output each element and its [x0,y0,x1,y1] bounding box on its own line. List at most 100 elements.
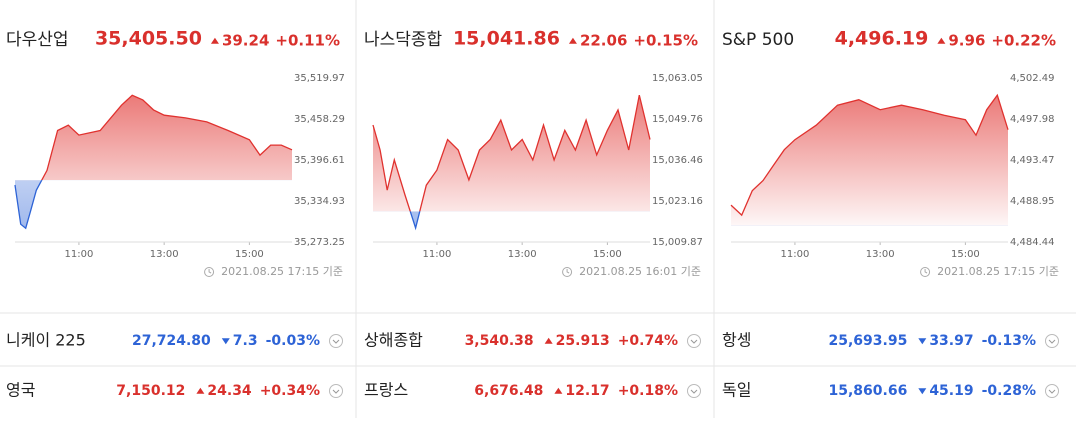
change: 22.06 [580,32,627,50]
change-percent: +0.15% [633,32,698,50]
y-tick-label: 35,396.61 [294,155,345,166]
y-tick-label: 35,519.97 [294,73,345,84]
expand-button[interactable] [687,334,701,348]
price-line [372,94,651,212]
expand-button[interactable] [1045,334,1059,348]
change-percent: -0.28% [982,383,1036,399]
x-tick-label: 13:00 [866,249,895,260]
market-price: 7,150.12 [116,383,185,399]
index-name: 나스닥종합 [364,30,443,50]
change-percent: +0.11% [275,32,340,50]
chevron [332,389,340,394]
area-down [410,211,420,228]
clock-icon [562,267,573,277]
change: 39.24 [222,32,269,50]
x-tick-label: 11:00 [65,249,94,260]
market-name: 영국 [6,381,35,400]
direction-arrow [196,387,205,394]
x-tick-label: 13:00 [508,249,537,260]
timestamp: 2021.08.25 16:01 기준 [579,265,701,278]
direction-arrow [554,387,563,394]
market-price: 3,540.38 [465,333,534,349]
chevron [690,339,698,344]
change: 7.3 [233,333,258,349]
market-price: 6,676.48 [474,383,543,399]
price-line-below [409,211,421,231]
price-line-below [14,180,43,230]
direction-arrow [568,37,577,44]
expand-button[interactable] [1045,384,1059,398]
change: 9.96 [948,32,985,50]
expand-button[interactable] [329,384,343,398]
change-percent: +0.22% [991,32,1056,50]
y-tick-label: 4,493.47 [1010,155,1055,166]
y-tick-label: 4,502.49 [1010,73,1055,84]
chevron [690,389,698,394]
market-name: 독일 [722,381,751,400]
timestamp: 2021.08.25 17:15 기준 [221,265,343,278]
area-up [373,95,650,212]
y-tick-label: 15,049.76 [652,114,703,125]
clock-icon [920,267,931,277]
y-tick-label: 35,334.93 [294,196,345,207]
y-tick-label: 35,273.25 [294,237,345,248]
index-name: 다우산업 [6,30,69,50]
change: 24.34 [207,383,252,399]
chevron [1048,389,1056,394]
market-price: 25,693.95 [828,333,907,349]
index-price: 15,041.86 [453,28,560,50]
index-price: 4,496.19 [835,28,929,50]
direction-arrow [210,37,219,44]
y-tick-label: 4,488.95 [1010,196,1055,207]
change: 45.19 [929,383,973,399]
y-tick-label: 35,458.29 [294,114,345,125]
market-price: 27,724.80 [132,333,211,349]
clock-hands [208,269,212,274]
expand-button[interactable] [329,334,343,348]
y-tick-label: 15,036.46 [652,155,703,166]
expand-button[interactable] [687,384,701,398]
area-up [731,95,1008,226]
direction-arrow [918,338,927,345]
change: 33.97 [929,333,973,349]
y-tick-label: 15,063.05 [652,73,703,84]
timestamp: 2021.08.25 17:15 기준 [937,265,1059,278]
index-price: 35,405.50 [95,28,202,50]
change-percent: -0.03% [266,333,320,349]
x-tick-label: 15:00 [235,249,264,260]
direction-arrow [937,37,946,44]
market-price: 15,860.66 [828,383,907,399]
market-name: 상해종합 [364,331,423,350]
clock-hands [924,269,928,274]
x-tick-label: 13:00 [150,249,179,260]
area-down [15,180,42,229]
chevron [1048,339,1056,344]
clock-hands [566,269,570,274]
change-percent: -0.13% [982,333,1036,349]
area-up [15,95,292,181]
index-name: S&P 500 [722,30,794,50]
change: 12.17 [565,383,609,399]
market-name: 프랑스 [364,381,408,400]
change-percent: +0.74% [618,333,678,349]
direction-arrow [544,337,553,344]
change: 25.913 [556,333,610,349]
clock-icon [204,267,215,277]
y-tick-label: 4,484.44 [1010,237,1055,248]
y-tick-label: 15,009.87 [652,237,703,248]
direction-arrow [918,388,927,395]
price-line [730,93,1009,217]
market-name: 니케이 225 [6,331,86,350]
y-tick-label: 4,497.98 [1010,114,1055,125]
market-name: 항셍 [722,331,751,350]
x-tick-label: 15:00 [593,249,622,260]
y-tick-label: 15,023.16 [652,196,703,207]
change-percent: +0.18% [618,383,678,399]
change-percent: +0.34% [260,383,320,399]
direction-arrow [221,338,230,345]
x-tick-label: 15:00 [951,249,980,260]
x-tick-label: 11:00 [423,249,452,260]
x-tick-label: 11:00 [781,249,810,260]
